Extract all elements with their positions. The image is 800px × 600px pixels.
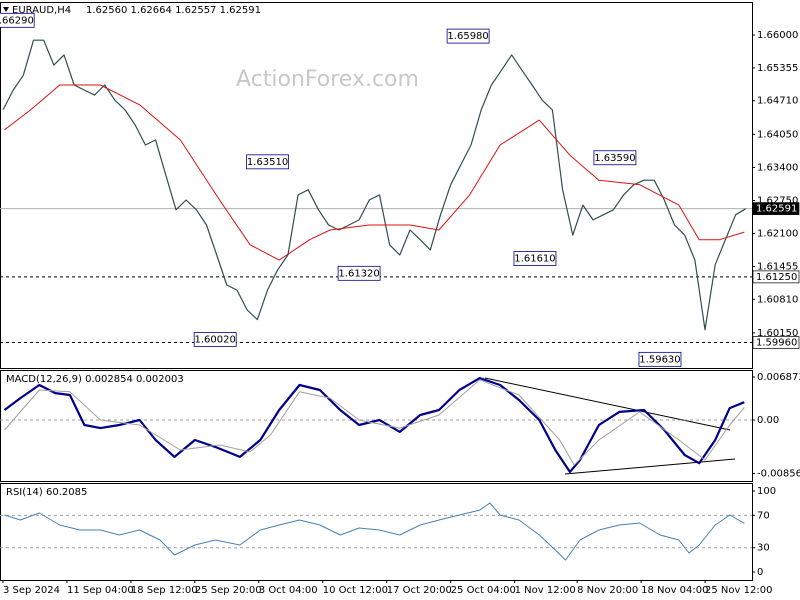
x-tick-label: 25 Oct 04:00 <box>451 585 516 596</box>
price-label: 1.66290 <box>0 15 34 26</box>
y-tick-label: 1.63400 <box>757 162 798 173</box>
x-tick-label: 11 Sep 04:00 <box>67 585 134 596</box>
price-label-box <box>638 351 682 367</box>
macd-title: MACD(12,26,9) 0.002854 0.002003 <box>6 374 184 385</box>
x-tick-label: 18 Nov 04:00 <box>641 585 708 596</box>
level-label-box <box>752 270 800 284</box>
y-tick-label: 1.60810 <box>757 294 798 305</box>
x-tick-label: 25 Nov 12:00 <box>705 585 772 596</box>
price-label: 1.61320 <box>338 268 379 279</box>
price-label: 1.60020 <box>195 334 236 345</box>
trend-line <box>564 458 736 475</box>
level-label: 1.62591 <box>756 204 797 215</box>
price-label-box <box>246 154 289 170</box>
rsi-title: RSI(14) 60.2085 <box>6 487 87 498</box>
x-tick-label: 3 Oct 04:00 <box>259 585 318 596</box>
y-tick-label: 0.00 <box>757 415 779 426</box>
y-tick-label: 1.64710 <box>757 96 798 107</box>
series-line <box>3 377 745 473</box>
series-line <box>4 379 745 466</box>
price-label-box <box>446 28 490 44</box>
price-label: 1.63510 <box>247 157 288 168</box>
price-label-box <box>593 150 637 166</box>
series-line <box>4 502 745 561</box>
level-label: 1.61250 <box>756 272 797 283</box>
x-tick-label: 10 Oct 12:00 <box>323 585 388 596</box>
series-line <box>4 84 745 261</box>
chart-subtitle: 1.62560 1.62664 1.62557 1.62591 <box>86 5 261 16</box>
x-tick-label: 17 Oct 20:00 <box>387 585 452 596</box>
price-label: 1.61610 <box>514 254 555 265</box>
y-tick-label: 1.62100 <box>757 229 798 240</box>
y-tick-label: 100 <box>757 486 776 497</box>
x-tick-label: 18 Sep 12:00 <box>131 585 198 596</box>
watermark: ActionForex.com <box>236 67 419 92</box>
chart-title: EURAUD,H4 <box>12 5 71 16</box>
price-label: 1.59630 <box>639 354 680 365</box>
x-tick-label: 3 Sep 2024 <box>3 585 60 596</box>
symbol-icon <box>3 7 9 12</box>
y-tick-label: 70 <box>757 510 770 521</box>
level-label-box <box>752 336 800 349</box>
price-label: 1.65980 <box>447 31 488 42</box>
y-tick-label: 1.65355 <box>757 63 798 74</box>
y-tick-label: 1.60150 <box>757 328 798 339</box>
trend-line <box>484 377 731 431</box>
price-label-box <box>193 332 237 347</box>
x-tick-label: 25 Sep 20:00 <box>195 585 262 596</box>
panel-frame <box>0 370 753 482</box>
y-tick-label: 1.62750 <box>757 196 798 207</box>
y-tick-label: 1.64050 <box>757 129 798 140</box>
x-tick-label: 1 Nov 12:00 <box>515 585 576 596</box>
price-label-box <box>0 12 35 28</box>
y-tick-label: 1.66000 <box>757 30 798 41</box>
price-label-box <box>513 251 557 266</box>
level-label: 1.59960 <box>756 338 797 349</box>
panel-frame <box>0 483 753 581</box>
y-tick-label: 1.61455 <box>757 261 798 272</box>
y-tick-label: 30 <box>757 543 770 554</box>
series-line <box>2 39 747 331</box>
y-tick-label: -0.00856 <box>757 469 800 480</box>
x-tick-label: 8 Nov 20:00 <box>577 585 638 596</box>
level-label-box <box>752 202 800 215</box>
panel-frame <box>0 2 753 369</box>
y-tick-label: 0 <box>757 567 763 578</box>
y-tick-label: 0.006873 <box>757 372 800 383</box>
price-label: 1.63590 <box>594 153 635 164</box>
price-label-box <box>337 265 381 281</box>
